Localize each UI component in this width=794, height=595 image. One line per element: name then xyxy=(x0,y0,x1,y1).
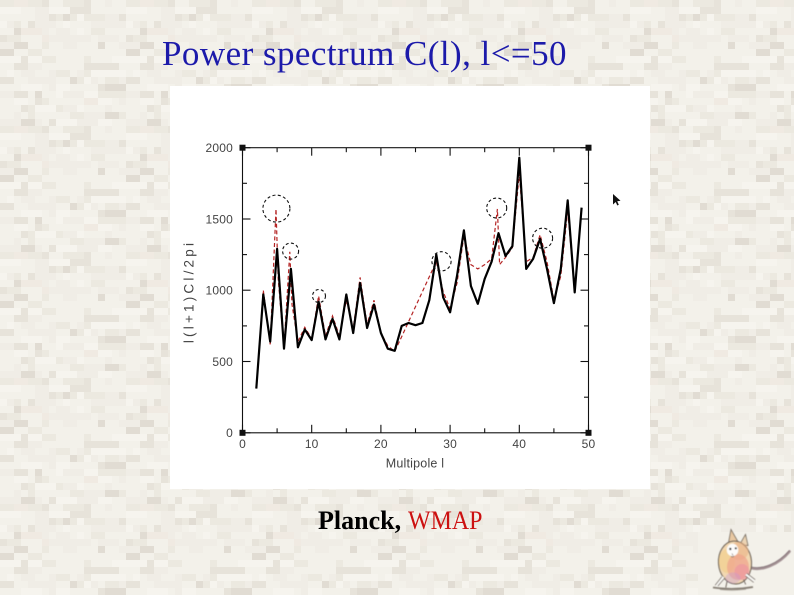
svg-text:l(l+1)Cl/2pi: l(l+1)Cl/2pi xyxy=(182,240,197,343)
svg-text:10: 10 xyxy=(305,437,319,451)
svg-text:50: 50 xyxy=(582,437,596,451)
svg-text:20: 20 xyxy=(374,437,388,451)
svg-text:0: 0 xyxy=(226,426,233,440)
svg-text:1000: 1000 xyxy=(206,284,234,298)
svg-text:30: 30 xyxy=(443,437,457,451)
svg-text:Multipole l: Multipole l xyxy=(386,457,444,471)
svg-text:500: 500 xyxy=(212,355,233,369)
svg-text:40: 40 xyxy=(512,437,526,451)
svg-text:0: 0 xyxy=(239,437,246,451)
svg-text:2000: 2000 xyxy=(206,141,234,155)
svg-text:1500: 1500 xyxy=(206,212,234,226)
